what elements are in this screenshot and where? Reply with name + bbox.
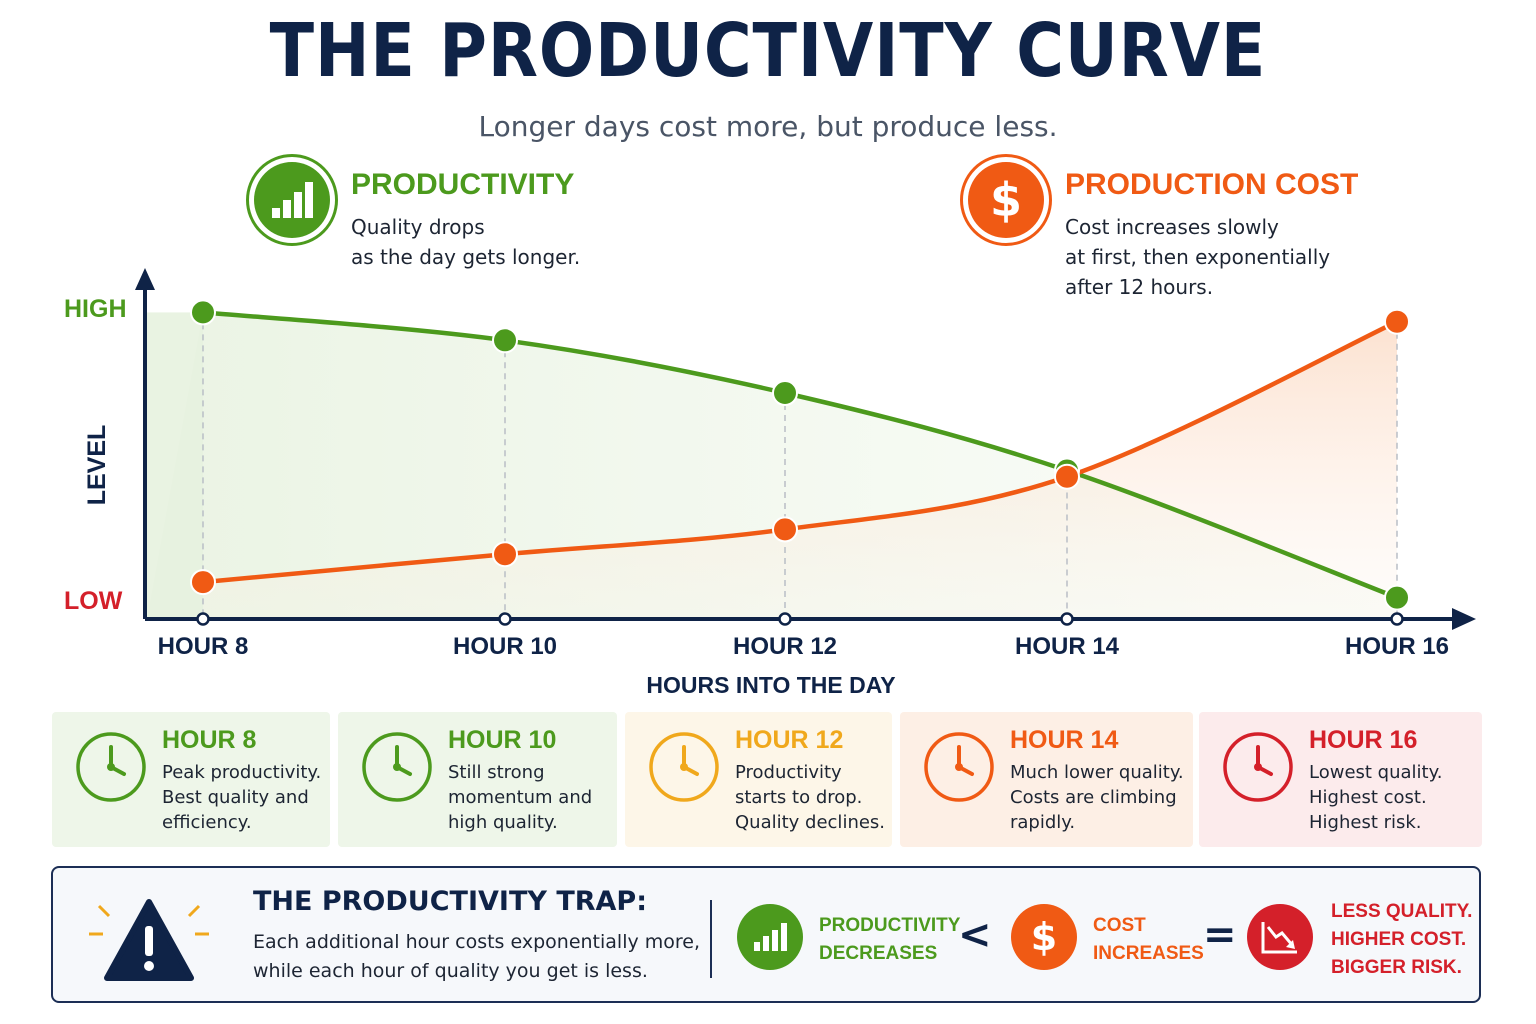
divider	[710, 900, 712, 978]
legend-productivity-title: PRODUCTIVITY	[351, 168, 575, 201]
hour-card-line: efficiency.	[162, 812, 252, 833]
point-cost-hour-12	[772, 516, 798, 543]
y-axis-arrow	[135, 268, 155, 290]
hour-card-line: starts to drop.	[735, 787, 863, 808]
x-tick-marker-hour-14	[1060, 612, 1074, 626]
eq1-line-1: PRODUCTIVITY	[819, 915, 961, 936]
hour-card-8: HOUR 8 Peak productivity. Best quality and…	[52, 712, 330, 847]
x-tick-label-hour-8: HOUR 8	[158, 633, 249, 660]
series-area-productivity-start	[147, 312, 203, 619]
point-cost-hour-14	[1054, 463, 1080, 490]
x-tick-label-hour-16: HOUR 16	[1345, 633, 1449, 660]
legend-cost-title: PRODUCTION COST	[1065, 168, 1359, 201]
y-tick-low: LOW	[64, 587, 123, 615]
hour-card-line: high quality.	[448, 812, 558, 833]
point-productivity-hour-12	[772, 380, 798, 406]
legend-cost-line-1: Cost increases slowly	[1065, 215, 1279, 239]
point-productivity-hour-10	[492, 327, 518, 354]
hour-card-line: Peak productivity.	[162, 762, 322, 783]
cost-increases-icon: $	[1011, 904, 1077, 970]
productivity-chart: HIGH LOW LEVEL HOUR 8 HOUR 10 HOUR 12 HOUR …	[64, 268, 1476, 698]
hour-card-line: Highest risk.	[1309, 812, 1422, 833]
hour-card-title: HOUR 12	[735, 726, 844, 754]
y-tick-high: HIGH	[64, 295, 127, 323]
clock-icon	[76, 732, 146, 802]
result-line-1: LESS QUALITY.	[1331, 901, 1473, 922]
hour-card-line: rapidly.	[1010, 812, 1076, 833]
x-tick-marker-hour-8	[196, 612, 210, 626]
point-productivity-hour-16	[1384, 584, 1410, 611]
equals-operator: =	[1203, 912, 1237, 958]
hour-card-line: Still strong	[448, 762, 545, 783]
clock-icon	[362, 732, 432, 802]
bar-chart-icon	[246, 154, 338, 246]
legend-productivity-line-1: Quality drops	[351, 215, 485, 239]
x-tick-label-hour-14: HOUR 14	[1015, 633, 1120, 660]
hour-card-title: HOUR 14	[1010, 726, 1119, 754]
trend-down-icon	[1247, 904, 1313, 970]
series-area-cost	[203, 321, 1397, 619]
hour-card-line: Much lower quality.	[1010, 762, 1184, 783]
point-cost-hour-8	[190, 569, 216, 596]
hour-card-line: Highest cost.	[1309, 787, 1427, 808]
eq2-line-2: INCREASES	[1093, 943, 1204, 964]
hour-card-12: HOUR 12 Productivity starts to drop. Qualit…	[625, 712, 892, 847]
hour-card-line: momentum and	[448, 787, 593, 808]
trap-title: THE PRODUCTIVITY TRAP:	[253, 886, 648, 917]
x-tick-marker-hour-10	[498, 612, 512, 626]
x-tick-marker-hour-12	[778, 612, 792, 626]
legend-cost-line-2: at first, then exponentially	[1065, 245, 1331, 269]
x-axis-arrow	[1452, 608, 1476, 630]
productivity-trap-box: THE PRODUCTIVITY TRAP: Each additional h…	[51, 866, 1481, 1003]
hour-card-title: HOUR 10	[448, 726, 557, 754]
page-title: THE PRODUCTIVITY CURVE	[269, 8, 1267, 94]
less-than-operator: <	[958, 912, 992, 958]
result-line-2: HIGHER COST.	[1331, 929, 1467, 950]
hour-card-10: HOUR 10 Still strong momentum and high qual…	[338, 712, 617, 847]
trap-line-1: Each additional hour costs exponentially…	[253, 931, 701, 953]
page-subtitle: Longer days cost more, but produce less.	[478, 110, 1058, 143]
eq1-line-2: DECREASES	[819, 943, 938, 964]
hour-card-line: Costs are climbing	[1010, 787, 1177, 808]
point-cost-hour-16	[1384, 308, 1410, 335]
clock-icon	[1223, 732, 1293, 802]
hour-card-16: HOUR 16 Lowest quality. Highest cost. Highe…	[1199, 712, 1482, 847]
x-tick-marker-hour-16	[1390, 612, 1404, 626]
hour-card-line: Best quality and	[162, 787, 309, 808]
legend-cost-line-3: after 12 hours.	[1065, 275, 1214, 299]
warning-icon	[89, 899, 209, 981]
x-tick-label-hour-10: HOUR 10	[453, 633, 557, 660]
dollar-icon: $	[960, 154, 1052, 246]
legend-productivity-line-2: as the day gets longer.	[351, 245, 581, 269]
hour-card-line: Productivity	[735, 762, 842, 783]
clock-icon	[924, 732, 994, 802]
hour-card-title: HOUR 16	[1309, 726, 1418, 754]
trap-line-2: while each hour of quality you get is le…	[253, 960, 648, 982]
result-line-3: BIGGER RISK.	[1331, 957, 1462, 978]
productivity-decreases-icon	[737, 904, 803, 970]
clock-icon	[649, 732, 719, 802]
x-axis-label: HOURS INTO THE DAY	[646, 672, 895, 698]
hour-card-14: HOUR 14 Much lower quality. Costs are clim…	[900, 712, 1193, 847]
point-productivity-hour-8	[190, 299, 216, 326]
hour-card-title: HOUR 8	[162, 726, 257, 754]
x-tick-label-hour-12: HOUR 12	[733, 633, 837, 660]
hour-card-line: Quality declines.	[735, 812, 886, 833]
point-cost-hour-10	[492, 541, 518, 568]
y-axis-label: LEVEL	[83, 425, 111, 506]
hour-card-line: Lowest quality.	[1309, 762, 1443, 783]
eq2-line-1: COST	[1093, 915, 1146, 936]
